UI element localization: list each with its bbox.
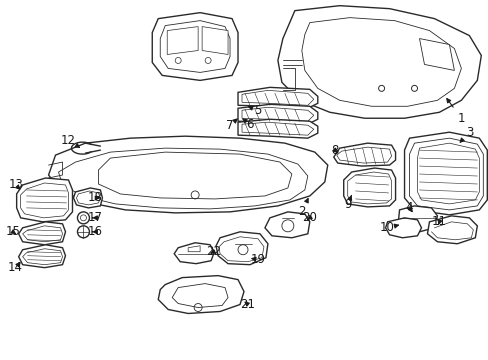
Polygon shape: [238, 104, 317, 124]
Polygon shape: [238, 87, 317, 108]
Polygon shape: [188, 246, 200, 252]
Polygon shape: [343, 168, 395, 207]
Polygon shape: [202, 27, 227, 54]
Text: 20: 20: [302, 211, 317, 224]
Text: 17: 17: [88, 211, 102, 224]
Polygon shape: [427, 216, 476, 244]
Text: 21: 21: [240, 298, 255, 311]
Text: 11: 11: [431, 215, 446, 228]
Text: 2: 2: [298, 199, 307, 219]
Text: 16: 16: [88, 225, 102, 238]
Polygon shape: [152, 13, 238, 80]
Polygon shape: [419, 39, 453, 71]
Polygon shape: [174, 243, 214, 264]
Text: 12: 12: [61, 134, 80, 148]
Polygon shape: [398, 206, 437, 232]
Text: 4: 4: [405, 201, 412, 215]
Polygon shape: [17, 178, 72, 222]
Text: 13: 13: [8, 179, 23, 192]
Polygon shape: [216, 232, 267, 265]
Polygon shape: [48, 136, 327, 213]
Polygon shape: [73, 188, 102, 208]
Text: 15: 15: [5, 225, 20, 238]
Text: 18: 18: [88, 192, 102, 204]
Polygon shape: [172, 284, 227, 307]
Polygon shape: [277, 6, 480, 118]
Text: 10: 10: [379, 221, 398, 234]
Text: 1: 1: [446, 99, 464, 125]
Text: 7: 7: [226, 119, 237, 132]
Text: 6: 6: [243, 118, 253, 131]
Text: 14: 14: [8, 261, 23, 274]
Text: 3: 3: [459, 126, 472, 142]
Text: 22: 22: [206, 245, 221, 258]
Polygon shape: [19, 222, 65, 245]
Text: 9: 9: [343, 195, 351, 211]
Polygon shape: [333, 143, 395, 166]
Polygon shape: [167, 27, 198, 54]
Text: 5: 5: [248, 104, 261, 117]
Text: 19: 19: [250, 253, 265, 266]
Polygon shape: [404, 132, 487, 215]
Polygon shape: [385, 218, 421, 238]
Polygon shape: [264, 212, 309, 238]
Text: 8: 8: [330, 144, 338, 157]
Polygon shape: [158, 276, 244, 314]
Polygon shape: [19, 245, 65, 268]
Polygon shape: [238, 119, 317, 138]
